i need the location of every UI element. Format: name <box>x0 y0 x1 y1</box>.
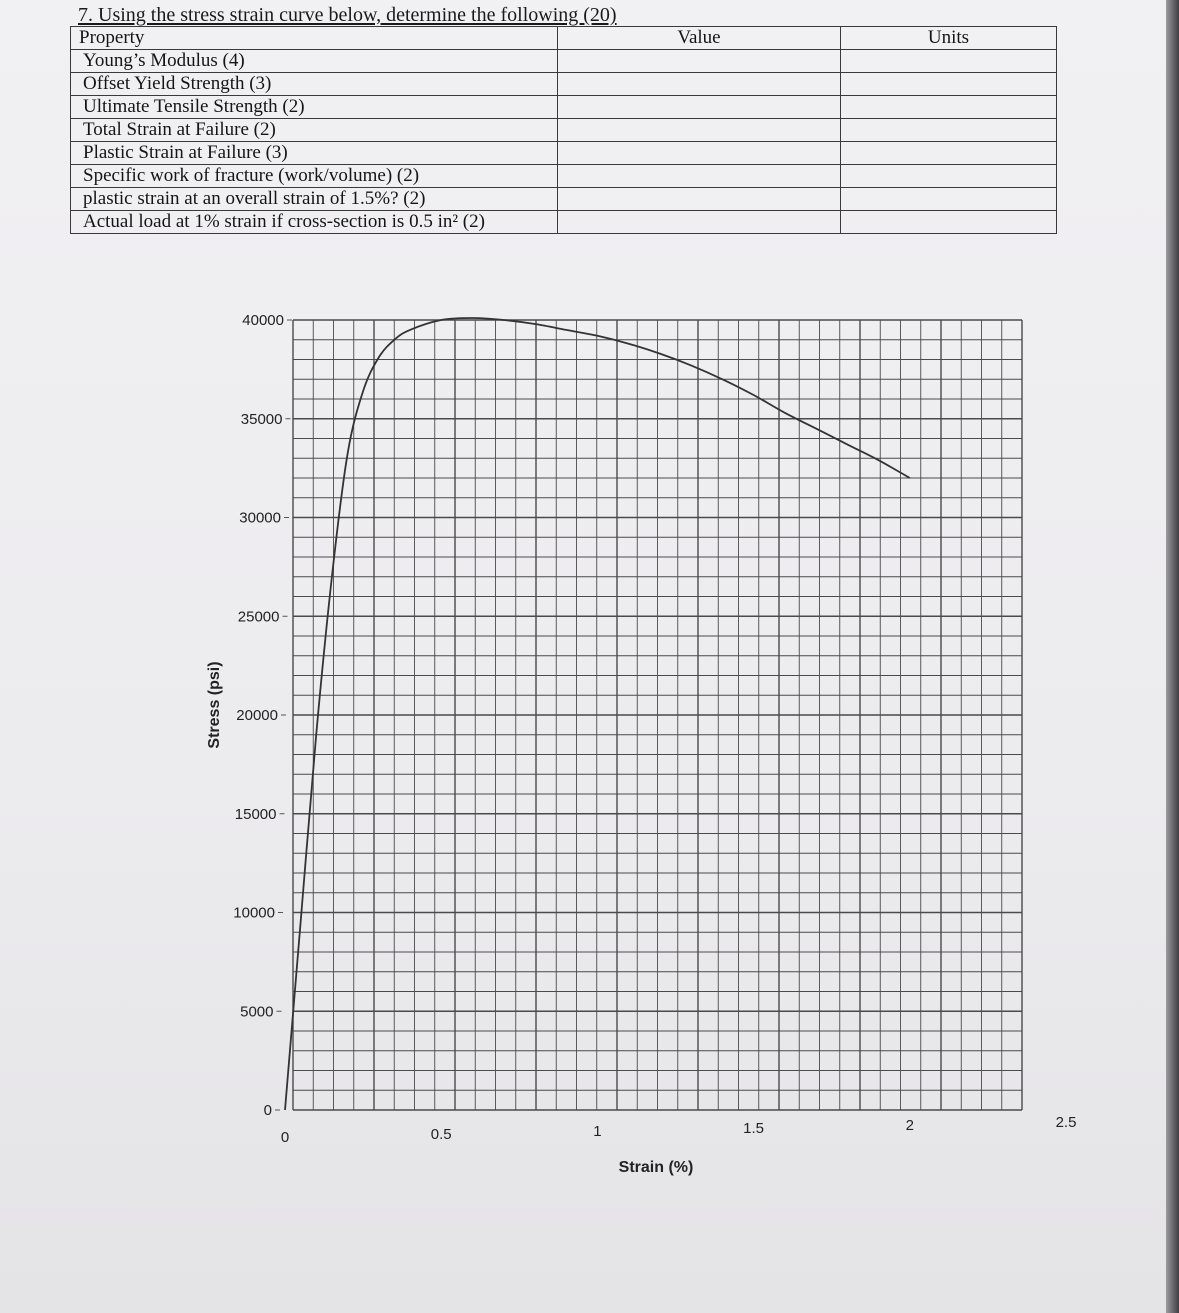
table-row: Young’s Modulus (4) <box>70 49 1057 73</box>
table-row: Actual load at 1% strain if cross-sectio… <box>70 210 1057 234</box>
table-row: Total Strain at Failure (2) <box>70 118 1057 142</box>
value-cell[interactable] <box>557 210 841 234</box>
property-cell: Actual load at 1% strain if cross-sectio… <box>70 210 558 234</box>
units-cell[interactable] <box>840 141 1057 165</box>
property-cell: Specific work of fracture (work/volume) … <box>70 164 558 188</box>
chart-grid <box>292 319 1023 1111</box>
table-header-row: Property Value Units <box>70 26 1057 50</box>
header-units: Units <box>840 26 1057 50</box>
page-edge-shadow <box>1166 0 1179 1313</box>
property-table: Property Value Units Young’s Modulus (4)… <box>70 26 1057 234</box>
value-cell[interactable] <box>557 118 841 142</box>
units-cell[interactable] <box>840 49 1057 73</box>
x-tick-label: 1 <box>593 1123 601 1140</box>
property-cell: Ultimate Tensile Strength (2) <box>70 95 558 119</box>
header-property: Property <box>70 26 558 50</box>
y-tick-label: 35000 <box>241 411 283 428</box>
y-tick-label: 30000 <box>239 510 281 527</box>
units-cell[interactable] <box>840 210 1057 234</box>
y-tick-label: 25000 <box>238 608 280 625</box>
x-tick-label: 2.5 <box>1056 1114 1077 1131</box>
units-cell[interactable] <box>840 118 1057 142</box>
x-tick-label: 2 <box>906 1117 914 1134</box>
y-tick-label: 10000 <box>233 905 275 922</box>
y-tick-label: 15000 <box>235 806 277 823</box>
y-tick-labels: 40000 35000 30000 25000 20000 15000 10000 5000 0 <box>233 312 292 1119</box>
property-cell: Total Strain at Failure (2) <box>70 118 558 142</box>
x-axis-label: Strain (%) <box>619 1159 694 1176</box>
table-row: Plastic Strain at Failure (3) <box>70 141 1057 165</box>
table-row: Ultimate Tensile Strength (2) <box>70 95 1057 119</box>
stress-strain-curve <box>284 317 911 1111</box>
property-cell: Young’s Modulus (4) <box>70 49 558 73</box>
x-tick-label: 0 <box>281 1129 289 1146</box>
question-heading: 7. Using the stress strain curve below, … <box>78 4 617 26</box>
y-tick-label: 5000 <box>240 1003 273 1020</box>
property-cell: plastic strain at an overall strain of 1… <box>70 187 558 211</box>
x-tick-label: 1.5 <box>743 1120 764 1137</box>
property-cell: Offset Yield Strength (3) <box>70 72 558 96</box>
y-tick-label: 0 <box>264 1102 272 1119</box>
table-row: Offset Yield Strength (3) <box>70 72 1057 96</box>
y-tick-label: 40000 <box>242 312 284 329</box>
units-cell[interactable] <box>840 72 1057 96</box>
y-axis-label: Stress (psi) <box>206 661 223 748</box>
y-tick-label: 20000 <box>236 707 278 724</box>
x-tick-labels: 0 0.5 1 1.5 2 2.5 <box>281 1114 1077 1146</box>
table-row: Specific work of fracture (work/volume) … <box>70 164 1057 188</box>
x-tick-label: 0.5 <box>431 1126 452 1143</box>
